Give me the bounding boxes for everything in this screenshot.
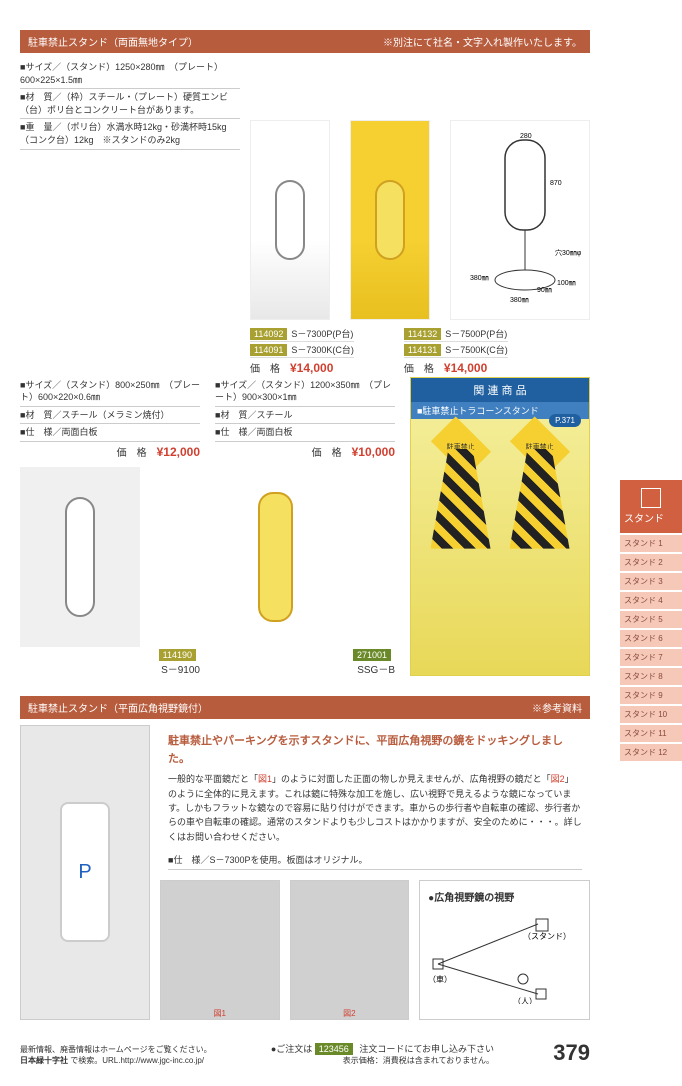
section3-header: 駐車禁止スタンド（平面広角視野鏡付） ※参考資料 (20, 696, 590, 719)
related-header: 関 連 商 品 (411, 378, 589, 402)
tab-item[interactable]: スタンド 6 (620, 630, 682, 647)
svg-text:100㎜: 100㎜ (557, 280, 576, 287)
tab-item[interactable]: スタンド 7 (620, 649, 682, 666)
traffic-cone (510, 449, 570, 549)
price: 価 格 ¥14,000 (250, 358, 354, 377)
tab-item[interactable]: スタンド 10 (620, 706, 682, 723)
spec-row: 仕 様／両面白板 (215, 424, 395, 442)
tab-item[interactable]: スタンド 2 (620, 554, 682, 571)
price: 価 格 ¥12,000 (20, 442, 200, 461)
tab-item[interactable]: スタンド 8 (620, 668, 682, 685)
tab-item[interactable]: スタンド 9 (620, 687, 682, 704)
description: 駐車禁止やパーキングを示すスタンドに、平面広角視野の鏡をドッキングしました。 一… (160, 725, 590, 852)
product-code: 114091S－7300K(C台) (250, 342, 354, 358)
product-code: 114132S－7500P(P台) (404, 326, 508, 342)
product-image-white (250, 120, 330, 320)
product-image (20, 467, 140, 647)
page-number: 379 (553, 1040, 590, 1066)
svg-text:870: 870 (550, 180, 562, 187)
price: 価 格 ¥10,000 (215, 442, 395, 461)
section1-header: 駐車禁止スタンド（両面無地タイプ） ※別注にて社名・文字入れ製作いたします。 (20, 30, 590, 53)
svg-text:90㎜: 90㎜ (537, 287, 552, 294)
spec-row: 重 量／（ポリ台）水満水時12kg・砂満杯時15kg （コンク台）12kg ※ス… (20, 119, 240, 149)
spec-row: 材 質／スチール（メラミン焼付） (20, 407, 200, 425)
figure-2: 図2 (290, 880, 410, 1020)
related-products-box: 関 連 商 品 ■駐車禁止トラコーンスタンド P.371 駐車禁止 駐車禁止 (410, 377, 590, 676)
section1-title: 駐車禁止スタンド（両面無地タイプ） (28, 34, 198, 49)
product-code: 114190 (159, 649, 196, 661)
spec-row: 仕 様／両面白板 (20, 424, 200, 442)
footer-order: ●ご注文は 123456 注文コードにてお申し込み下さい 表示価格：消費税は含ま… (271, 1042, 494, 1066)
product-model: SSG－B (215, 661, 395, 676)
tab-item[interactable]: スタンド 4 (620, 592, 682, 609)
svg-text:（スタンド）: （スタンド） (523, 932, 568, 941)
mirror-view-diagram: ●広角視野鏡の視野 （車） （スタンド） （人） (419, 880, 590, 1020)
spec-row: サイズ／（スタンド）1250×280㎜ （プレート）600×225×1.5㎜ (20, 59, 240, 89)
tab-main[interactable]: スタンド (620, 480, 682, 533)
product-image (215, 467, 335, 647)
spec-row: 材 質／（枠）スチール・（プレート）硬質エンビ （台）ポリ台とコンクリート台があ… (20, 89, 240, 119)
svg-text:380㎜: 380㎜ (470, 275, 489, 282)
product-code: 271001 (353, 649, 391, 661)
spec-row: サイズ／（スタンド）800×250㎜ （プレート）600×220×0.6㎜ (20, 377, 200, 407)
side-navigation: スタンド スタンド 1 スタンド 2 スタンド 3 スタンド 4 スタンド 5 … (620, 480, 682, 763)
svg-text:（車）: （車） (428, 974, 452, 984)
product-code: 114131S－7500K(C台) (404, 342, 508, 358)
section3-title: 駐車禁止スタンド（平面広角視野鏡付） (28, 700, 208, 715)
tab-item[interactable]: スタンド 11 (620, 725, 682, 742)
svg-text:280: 280 (520, 133, 532, 140)
product-image-yellow (350, 120, 430, 320)
section1-note: ※別注にて社名・文字入れ製作いたします。 (383, 34, 582, 49)
tab-item[interactable]: スタンド 3 (620, 573, 682, 590)
section3-note: ※参考資料 (532, 700, 582, 715)
tab-item[interactable]: スタンド 5 (620, 611, 682, 628)
product-code: 114092S－7300P(P台) (250, 326, 354, 342)
product-photo-main: P (20, 725, 150, 1020)
figure-1: 図1 (160, 880, 280, 1020)
dimension-diagram: 280 870 穴30㎜φ 380㎜ 380㎜ 90㎜ 100㎜ (450, 120, 590, 320)
tab-item[interactable]: スタンド 12 (620, 744, 682, 761)
spec-row: サイズ／（スタンド）1200×350㎜ （プレート）900×300×1㎜ (215, 377, 395, 407)
svg-text:（人）: （人） (513, 997, 537, 1004)
spec-row: 材 質／スチール (215, 407, 395, 425)
price: 価 格 ¥14,000 (404, 358, 508, 377)
spec-row: 仕 様／S－7300Pを使用。板面はオリジナル。 (168, 852, 582, 870)
tab-item[interactable]: スタンド 1 (620, 535, 682, 552)
traffic-cone (431, 449, 491, 549)
svg-text:380㎜: 380㎜ (510, 297, 529, 304)
footer-info: 最新情報、廃番情報はホームページをご覧ください。 日本緑十字社 で検索。URL.… (20, 1044, 212, 1066)
page-reference: P.371 (549, 414, 581, 427)
product-model: S－9100 (20, 661, 200, 676)
svg-text:穴30㎜φ: 穴30㎜φ (555, 248, 582, 257)
